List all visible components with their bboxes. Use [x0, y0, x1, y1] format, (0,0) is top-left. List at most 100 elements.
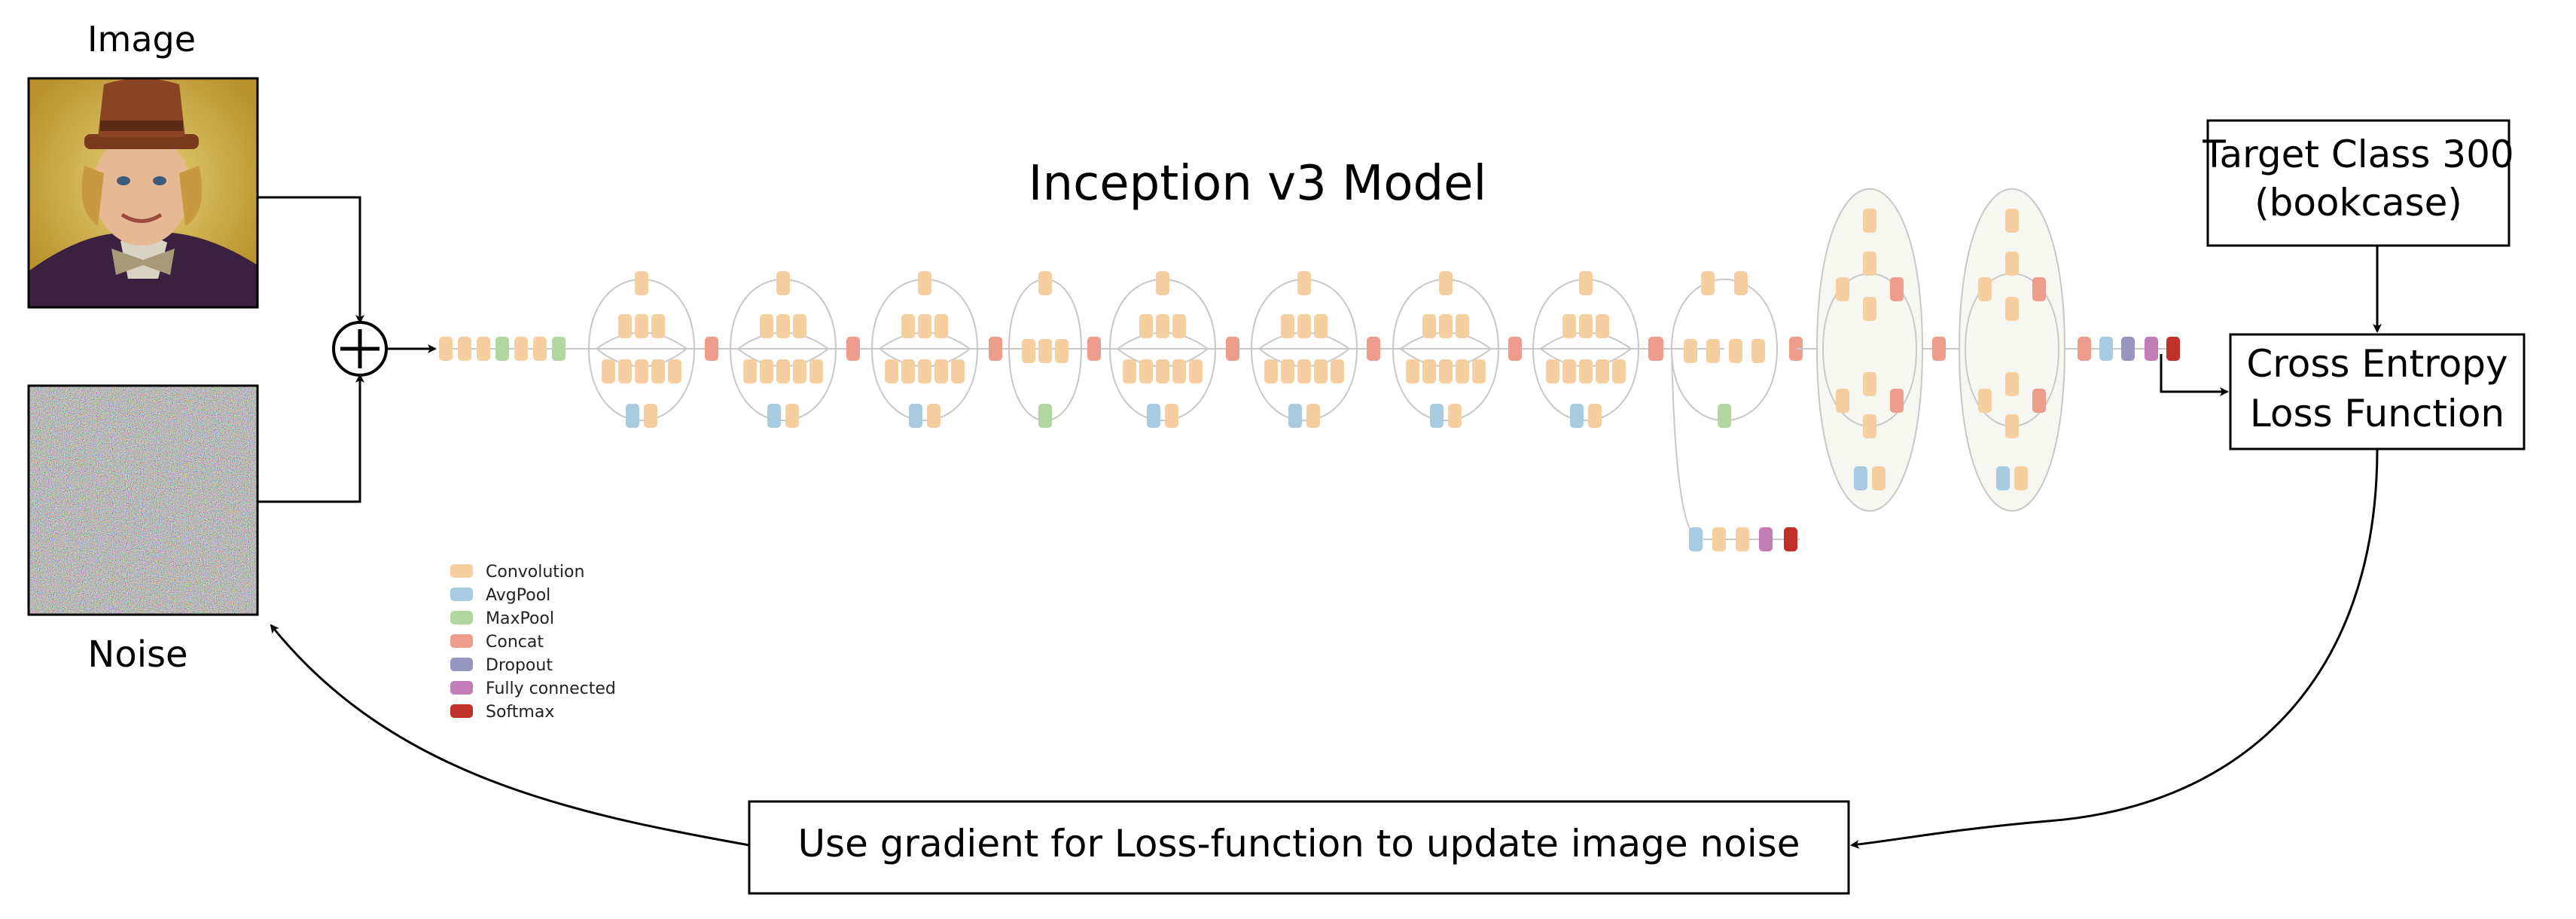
convolution-layer — [1596, 359, 1609, 383]
inception-block — [1392, 278, 1500, 422]
convolution-layer — [1281, 314, 1294, 338]
convolution-layer — [1596, 314, 1609, 338]
convolution-layer — [1297, 359, 1311, 383]
convolution-layer — [1579, 271, 1593, 295]
avgpool-layer — [1288, 404, 1302, 428]
convolution-layer — [1706, 339, 1720, 363]
flow-arrows — [270, 246, 2382, 849]
convolution-layer — [885, 359, 898, 383]
avgpool-layer — [1996, 466, 2010, 490]
noise-texture-icon — [27, 384, 259, 616]
convolution-layer — [635, 271, 648, 295]
convolution-layer — [2005, 252, 2019, 276]
convolution-layer — [785, 404, 799, 428]
convolution-layer — [1863, 414, 1876, 438]
convolution-layer — [1172, 314, 1186, 338]
convolution-layer — [934, 314, 948, 338]
convolution-layer — [760, 359, 773, 383]
convolution-layer — [918, 271, 931, 295]
softmax-layer — [2166, 337, 2180, 361]
legend-label: Convolution — [486, 563, 584, 582]
concat-layer — [1087, 337, 1101, 361]
convolution-layer — [2005, 297, 2019, 321]
convolution-layer — [1836, 277, 1849, 301]
input-connectors — [258, 196, 437, 503]
convolution-layer — [1612, 359, 1626, 383]
convolution-layer — [1579, 314, 1593, 338]
convolution-layer — [1422, 314, 1436, 338]
concat-layer — [1890, 277, 1904, 301]
target-class-line2: (bookcase) — [2254, 181, 2462, 224]
convolution-layer — [1836, 389, 1849, 413]
avgpool-layer — [2099, 337, 2113, 361]
fully-connected-layer — [1759, 527, 1773, 551]
fully-connected-layer — [2145, 337, 2158, 361]
loss-function-box: Cross Entropy Loss Function — [2229, 333, 2526, 450]
legend-swatch — [450, 704, 473, 718]
avgpool-layer — [1430, 404, 1443, 428]
convolution-layer — [1736, 527, 1749, 551]
convolution-layer — [1139, 359, 1153, 383]
convolution-layer — [635, 314, 648, 338]
inception-block — [1959, 188, 2066, 511]
inception-network — [439, 188, 2180, 551]
convolution-layer — [635, 359, 648, 383]
inception-block — [1671, 278, 1779, 422]
noise-label: Noise — [87, 634, 187, 676]
inception-block — [1251, 278, 1358, 422]
avgpool-layer — [1689, 527, 1703, 551]
convolution-layer — [1439, 271, 1453, 295]
convolution-layer — [1863, 372, 1876, 396]
avgpool-layer — [1147, 404, 1160, 428]
legend-label: Concat — [486, 633, 544, 652]
concat-layer — [1508, 337, 1522, 361]
avgpool-layer — [909, 404, 922, 428]
convolution-layer — [760, 314, 773, 338]
inception-block — [871, 278, 979, 422]
concat-layer — [1367, 337, 1380, 361]
portrait-photo-icon — [27, 77, 259, 309]
convolution-layer — [2005, 372, 2019, 396]
loss-function-line2: Loss Function — [2250, 392, 2504, 435]
convolution-layer — [1546, 359, 1559, 383]
convolution-layer — [1684, 339, 1697, 363]
convolution-layer — [1156, 271, 1169, 295]
legend-swatch — [450, 634, 473, 648]
convolution-layer — [1439, 359, 1453, 383]
convolution-layer — [1456, 314, 1469, 338]
convolution-layer — [793, 359, 806, 383]
convolution-layer — [1139, 314, 1153, 338]
legend-label: Softmax — [486, 703, 554, 722]
convolution-layer — [1172, 359, 1186, 383]
convolution-layer — [1734, 271, 1748, 295]
gradient-update-text: Use gradient for Loss-function to update… — [797, 822, 1800, 866]
convolution-layer — [1863, 297, 1876, 321]
avgpool-layer — [626, 404, 639, 428]
convolution-layer — [901, 359, 915, 383]
gradient-update-box: Use gradient for Loss-function to update… — [748, 800, 1850, 895]
concat-layer — [1226, 337, 1239, 361]
concat-layer — [1890, 389, 1904, 413]
convolution-layer — [1872, 466, 1886, 490]
maxpool-layer — [552, 337, 566, 361]
convolution-layer — [439, 337, 453, 361]
concat-layer — [846, 337, 860, 361]
legend-swatch — [450, 611, 473, 624]
maxpool-layer — [1038, 404, 1052, 428]
convolution-layer — [1189, 359, 1203, 383]
convolution-layer — [1701, 271, 1715, 295]
convolution-layer — [1306, 404, 1320, 428]
legend-label: MaxPool — [486, 609, 554, 628]
convolution-layer — [618, 314, 632, 338]
convolution-layer — [1422, 359, 1436, 383]
convolution-layer — [776, 314, 790, 338]
convolution-layer — [1562, 314, 1576, 338]
convolution-layer — [1038, 271, 1052, 295]
target-class-box: Target Class 300 (bookcase) — [2202, 119, 2514, 247]
concat-layer — [1932, 337, 1946, 361]
convolution-layer — [927, 404, 940, 428]
convolution-layer — [1472, 359, 1486, 383]
convolution-layer — [1156, 359, 1169, 383]
convolution-layer — [1297, 271, 1311, 295]
